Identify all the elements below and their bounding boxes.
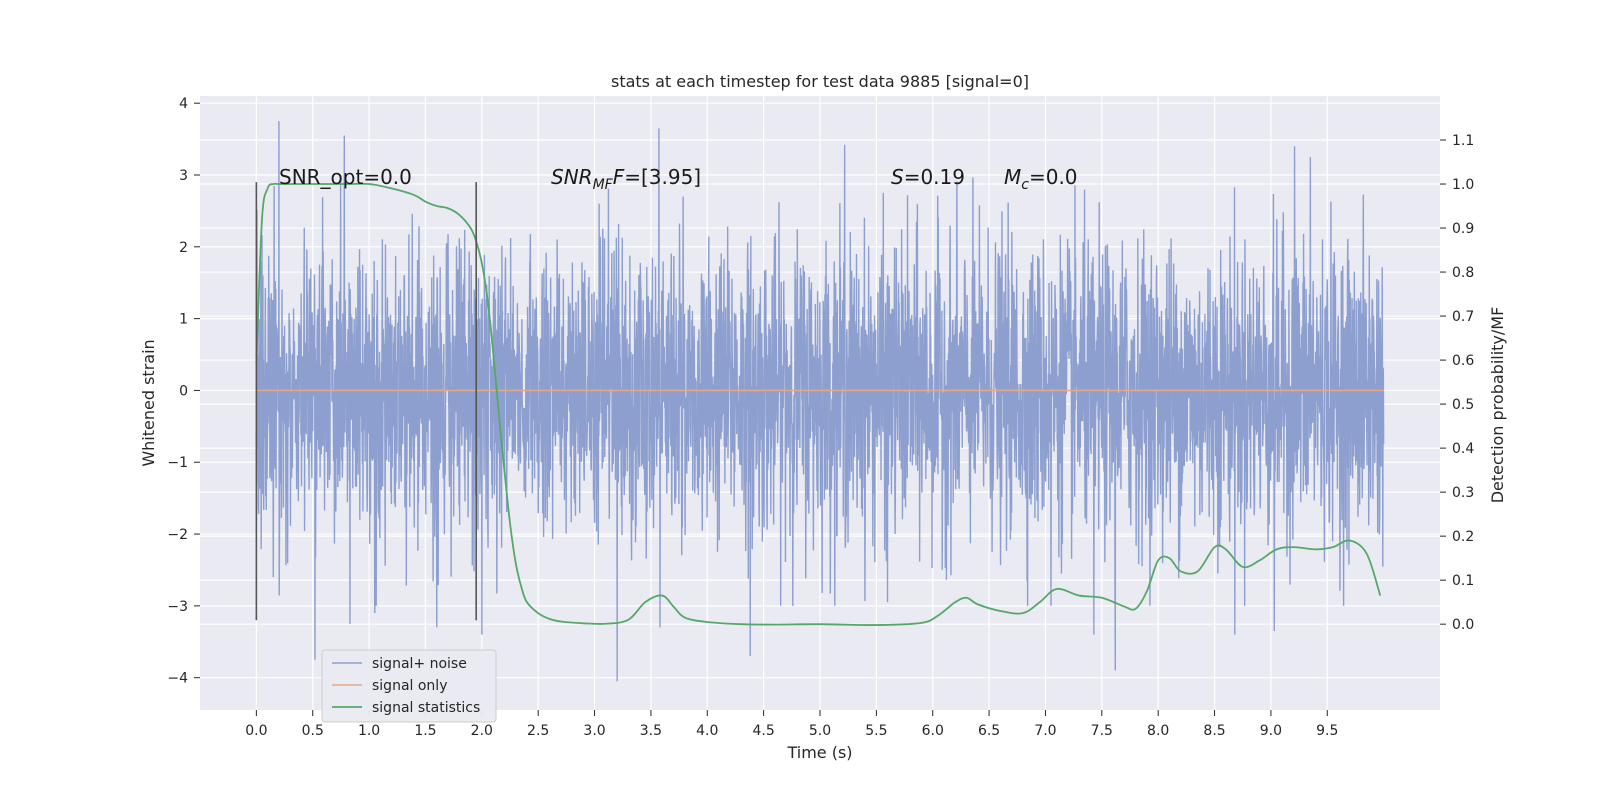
annotation-mc: Mc=0.0 [1004,165,1078,193]
series-group [255,121,1385,682]
annotation-snr-opt: SNR_opt=0.0 [279,165,412,189]
y-right-tick-label: 0.2 [1452,529,1474,545]
annotation-mc-sub: c [1021,177,1029,193]
x-tick-label: 8.0 [1147,723,1169,739]
y-right-tick-label: 0.5 [1452,397,1474,413]
annotation-s: S=0.19 [891,165,965,189]
x-tick-label: 1.5 [414,723,436,739]
series-signal-statistics-line [255,182,1382,626]
x-tick-label: 2.0 [471,723,493,739]
legend-box [321,649,497,723]
y-right-tick-label: 0.6 [1452,353,1474,369]
y-left-tick-label: −2 [167,527,188,543]
x-tick-label: 4.5 [753,723,775,739]
x-tick-label: 3.5 [640,723,662,739]
x-tick-label: 0.0 [245,723,267,739]
x-tick-label: 9.5 [1316,723,1338,739]
annotation-snr-mf-f: F [613,165,625,189]
y-right-tick-label: 0.7 [1452,309,1474,325]
x-tick-label: 5.5 [865,723,887,739]
annotation-mc-main: M [1004,165,1021,189]
y-left-tick-label: 3 [179,168,188,184]
legend-label-signal-only: signal only [372,678,447,694]
y-right-tick-label: 0.3 [1452,485,1474,501]
x-tick-label: 1.0 [358,723,380,739]
annotation-snr-mf-main: SNR [551,165,593,189]
y-right-tick-label: 0.4 [1452,441,1474,457]
annotation-mc-value: =0.0 [1029,165,1078,189]
vertical-markers [255,182,477,621]
y-right-tick-label: 0.8 [1452,265,1474,281]
tick-labels: 0.0 0.5 1.0 1.5 2.0 2.5 3.0 3.5 4.0 4.5 5.0 5.5 6.0 6… [167,96,1474,739]
x-tick-label: 0.5 [302,723,324,739]
x-tick-label: 7.5 [1091,723,1113,739]
y-axis-right-label: Detection probability/MF [1488,307,1507,504]
x-tick-label: 5.0 [809,723,831,739]
series-signal-noise-line [255,121,1385,682]
y-left-tick-label: −1 [167,455,188,471]
annotation-snr-mf: SNRMFF=[3.95] [551,165,701,193]
x-tick-label: 9.0 [1260,723,1282,739]
y-left-tick-label: 1 [179,312,188,328]
x-tick-label: 6.5 [978,723,1000,739]
chart-title: stats at each timestep for test data 988… [611,72,1029,91]
annotation-snr-mf-value: =[3.95] [624,165,701,189]
legend-label-signal-noise: signal+ noise [372,656,467,672]
legend-label-signal-statistics: signal statistics [372,700,480,716]
y-right-tick-label: 0.9 [1452,221,1474,237]
y-right-tick-label: 1.1 [1452,133,1474,149]
annotation-snr-mf-sub: MF [593,177,614,193]
legend: signal+ noise signal only signal statist… [321,649,497,723]
y-left-tick-label: 4 [179,96,188,112]
y-right-tick-label: 0.0 [1452,617,1474,633]
x-tick-label: 4.0 [696,723,718,739]
x-axis-label: Time (s) [786,743,852,762]
annotation-s-main: S [891,165,904,189]
x-tick-label: 7.0 [1034,723,1056,739]
x-tick-label: 3.0 [583,723,605,739]
x-tick-label: 2.5 [527,723,549,739]
y-right-tick-label: 0.1 [1452,573,1474,589]
y-left-tick-label: −4 [167,671,188,687]
y-axis-left-label: Whitened strain [139,339,158,466]
x-tick-label: 8.5 [1203,723,1225,739]
annotation-s-value: =0.19 [904,165,965,189]
x-tick-label: 6.0 [922,723,944,739]
y-left-tick-label: −3 [167,599,188,615]
y-left-tick-label: 0 [179,383,188,399]
y-left-tick-label: 2 [179,240,188,256]
y-right-tick-label: 1.0 [1452,177,1474,193]
